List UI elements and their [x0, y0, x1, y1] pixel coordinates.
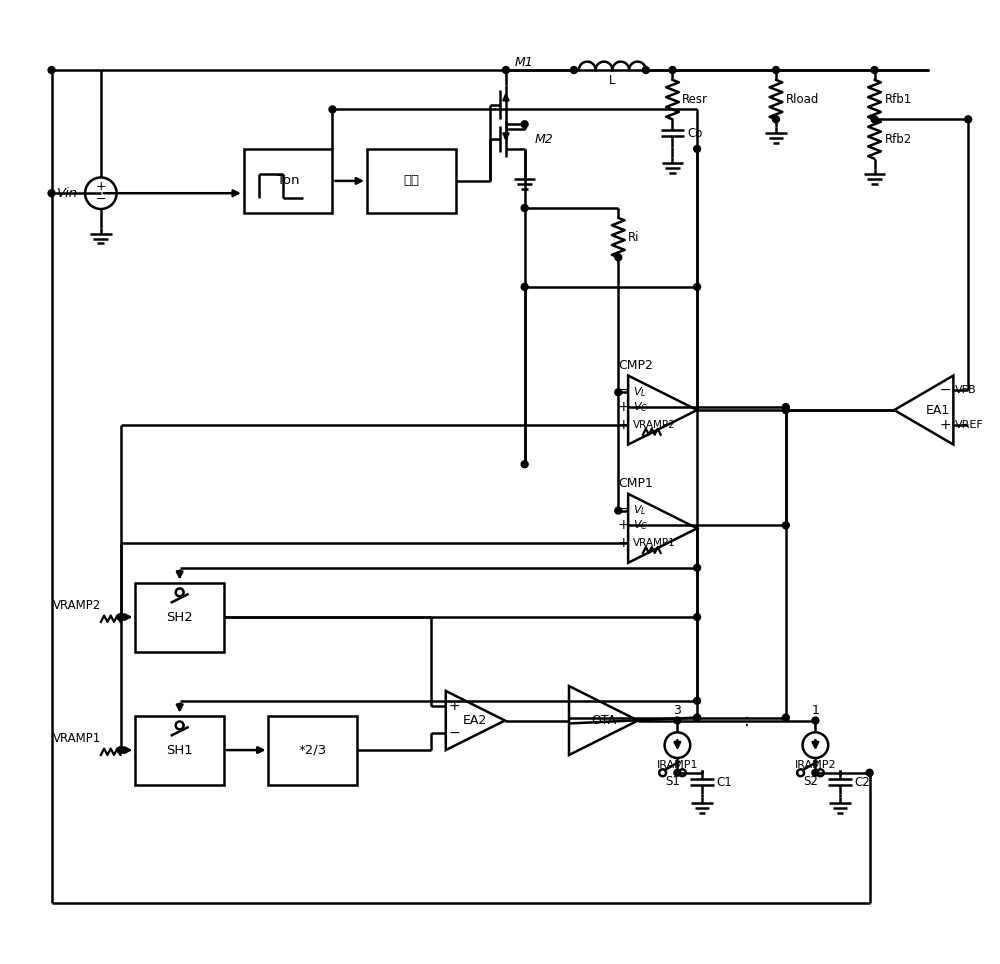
Circle shape	[694, 564, 701, 572]
Text: +: +	[96, 180, 106, 193]
Text: Vin: Vin	[57, 187, 78, 200]
Text: +: +	[617, 417, 629, 432]
Text: VREF: VREF	[955, 420, 984, 430]
Text: S1: S1	[665, 775, 680, 789]
Circle shape	[866, 769, 873, 776]
Circle shape	[871, 67, 878, 73]
Text: +: +	[617, 519, 629, 532]
Circle shape	[521, 204, 528, 211]
Circle shape	[502, 67, 509, 73]
Circle shape	[117, 747, 124, 754]
Circle shape	[521, 120, 528, 127]
Text: M1: M1	[515, 56, 534, 68]
Text: −: −	[617, 501, 629, 516]
Text: $V_C$: $V_C$	[633, 400, 648, 414]
Circle shape	[782, 407, 789, 414]
Text: −: −	[940, 384, 951, 397]
Text: −: −	[617, 384, 629, 397]
Circle shape	[812, 717, 819, 724]
Text: Rfb2: Rfb2	[884, 132, 912, 146]
Circle shape	[782, 404, 789, 411]
Circle shape	[773, 116, 779, 122]
Bar	[244, 148, 332, 213]
Circle shape	[694, 146, 701, 152]
Text: Co: Co	[687, 126, 703, 140]
Text: VRAMP2: VRAMP2	[53, 599, 101, 612]
Text: $V_C$: $V_C$	[633, 519, 648, 532]
Circle shape	[782, 522, 789, 529]
Circle shape	[812, 769, 819, 776]
Circle shape	[615, 507, 622, 514]
Text: CMP1: CMP1	[618, 477, 653, 491]
Bar	[367, 148, 456, 213]
Text: C1: C1	[717, 776, 733, 789]
Circle shape	[117, 613, 124, 621]
Text: −: −	[96, 193, 106, 206]
Circle shape	[329, 106, 336, 113]
Circle shape	[694, 714, 701, 721]
Text: SH2: SH2	[166, 610, 193, 624]
Text: L: L	[609, 74, 616, 88]
Circle shape	[48, 67, 55, 73]
Circle shape	[694, 283, 701, 290]
Circle shape	[773, 67, 779, 73]
Text: +: +	[940, 417, 951, 432]
Text: $V_L$: $V_L$	[633, 386, 647, 399]
Circle shape	[48, 190, 55, 197]
Text: S2: S2	[803, 775, 818, 789]
Circle shape	[694, 697, 701, 705]
Circle shape	[674, 717, 681, 724]
Text: C2: C2	[855, 776, 871, 789]
Circle shape	[642, 67, 649, 73]
Circle shape	[669, 67, 676, 73]
Text: Ton: Ton	[277, 174, 299, 187]
Text: SH1: SH1	[166, 743, 193, 757]
Circle shape	[674, 769, 681, 776]
Text: CMP2: CMP2	[618, 360, 653, 372]
Circle shape	[965, 116, 972, 122]
Text: +: +	[617, 400, 629, 415]
Bar	[268, 715, 357, 785]
Circle shape	[521, 283, 528, 290]
Text: M2: M2	[534, 132, 553, 146]
Circle shape	[615, 254, 622, 260]
Text: Rfb1: Rfb1	[884, 94, 912, 106]
Circle shape	[871, 116, 878, 122]
Text: *2/3: *2/3	[299, 743, 327, 757]
Circle shape	[521, 461, 528, 468]
Text: −: −	[449, 726, 460, 740]
Text: VFB: VFB	[955, 386, 977, 395]
Circle shape	[570, 67, 577, 73]
Text: EA1: EA1	[926, 404, 950, 416]
Text: IRAMP1: IRAMP1	[657, 760, 698, 770]
Text: 驱动: 驱动	[403, 174, 419, 187]
Text: IRAMP2: IRAMP2	[795, 760, 836, 770]
Bar	[135, 715, 224, 785]
Text: $V_L$: $V_L$	[633, 503, 647, 518]
Text: Rload: Rload	[786, 94, 819, 106]
Circle shape	[615, 388, 622, 396]
Bar	[135, 582, 224, 652]
Text: VRAMP1: VRAMP1	[53, 732, 101, 745]
Circle shape	[694, 613, 701, 621]
Text: VRAMP2: VRAMP2	[633, 420, 676, 430]
Text: Ri: Ri	[628, 231, 640, 244]
Text: :: :	[744, 711, 749, 730]
Text: 3: 3	[673, 704, 681, 717]
Text: +: +	[617, 536, 629, 550]
Text: 1: 1	[811, 704, 819, 717]
Text: Resr: Resr	[682, 94, 708, 106]
Text: +: +	[449, 699, 460, 712]
Text: VRAMP1: VRAMP1	[633, 538, 676, 549]
Circle shape	[782, 714, 789, 721]
Text: EA2: EA2	[463, 714, 487, 727]
Text: OTA: OTA	[591, 714, 616, 727]
